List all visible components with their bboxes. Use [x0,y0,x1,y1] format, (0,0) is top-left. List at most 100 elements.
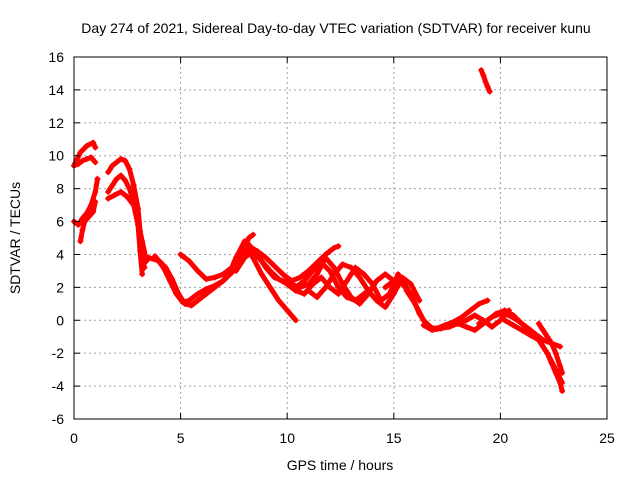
data-point [179,299,186,306]
data-point [77,238,84,245]
data-point [194,267,201,274]
data-point [284,281,291,288]
data-point [488,323,495,330]
data-point [399,281,406,288]
data-point [105,188,112,195]
data-point [75,221,82,228]
data-point [412,300,419,307]
data-point [331,271,338,278]
data-series-track-7 [105,188,146,278]
data-point [322,254,329,261]
data-series-track-20 [535,320,566,376]
y-tick-label: 10 [48,148,64,164]
data-point [365,287,372,294]
data-point [186,297,193,304]
data-point [373,277,380,284]
data-point [92,198,99,205]
data-point [518,320,525,327]
data-point [552,350,559,357]
data-point [382,271,389,278]
data-point [540,327,547,334]
data-point [77,149,84,156]
data-point [446,322,453,329]
data-point [250,231,257,238]
data-point [90,208,97,215]
data-point [403,287,410,294]
data-point [296,274,303,281]
data-point [540,343,547,350]
data-point [482,78,489,85]
data-point [420,322,427,329]
data-point [305,287,312,294]
data-point [88,154,95,161]
data-point [166,277,173,284]
data-point [262,264,269,271]
data-point [211,274,218,281]
data-point [544,350,551,357]
data-point [322,284,329,291]
data-point [117,172,124,179]
data-point [122,177,129,184]
y-tick-label: -4 [52,378,65,394]
data-point [228,264,235,271]
data-point [399,274,406,281]
data-point [437,325,444,332]
x-tick-label: 5 [177,430,185,446]
data-series-track-2 [71,154,99,169]
data-series-track-4 [77,198,99,245]
data-point [79,226,86,233]
data-point [258,271,265,278]
data-point [109,162,116,169]
data-point [501,307,508,314]
data-point [126,165,133,172]
data-point [124,193,131,200]
data-point [343,277,350,284]
data-point [292,287,299,294]
data-point [407,281,414,288]
data-point [544,333,551,340]
data-point [188,302,195,309]
data-point [250,254,257,261]
data-point [117,156,124,163]
data-point [510,312,517,319]
data-point [211,282,218,289]
grid [74,57,607,419]
data-point [382,284,389,291]
data-point [109,182,116,189]
data-point [335,243,342,250]
y-tick-label: 14 [48,82,64,98]
y-tick-label: 6 [56,214,64,230]
data-series-track-21 [478,67,493,95]
data-point [83,156,90,163]
data-point [373,297,380,304]
data-point [535,337,542,344]
y-axis: -6 -4 -2 0 2 4 6 8 10 12 14 16 [48,49,607,427]
data-point [160,264,167,271]
data-point [122,157,129,164]
x-tick-label: 15 [386,430,402,446]
data-point [296,284,303,291]
data-point [395,271,402,278]
data-point [471,327,478,334]
data-point [559,388,566,395]
data-point [271,262,278,269]
data-layer [71,67,566,395]
data-point [220,277,227,284]
data-point [241,254,248,261]
data-point [339,261,346,268]
data-point [348,264,355,271]
data-point [130,202,137,209]
data-point [92,159,99,166]
data-point [292,317,299,324]
data-point [134,221,141,228]
data-point [416,297,423,304]
x-axis-label: GPS time / hours [287,457,394,473]
data-point [484,317,491,324]
data-point [284,307,291,314]
data-point [92,188,99,195]
data-point [557,379,564,386]
data-point [501,317,508,324]
data-point [94,175,101,182]
data-point [145,254,152,261]
data-point [173,290,180,297]
